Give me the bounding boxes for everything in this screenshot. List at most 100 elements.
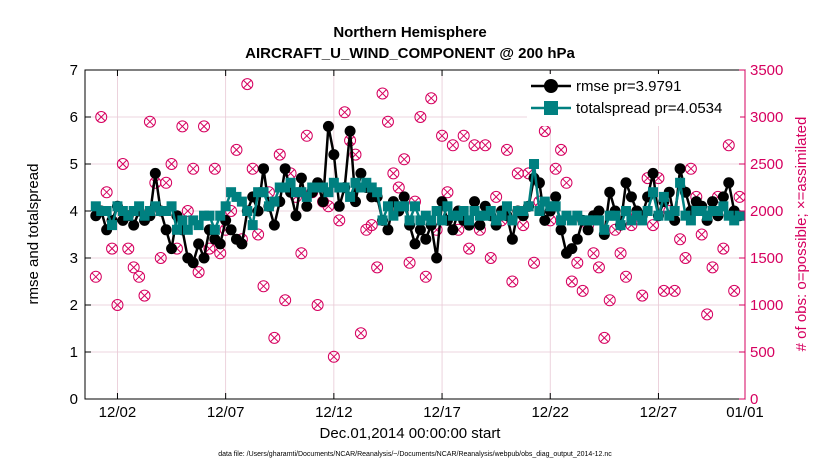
y-axis-label-right: # of obs: o=possible; ×=assimilated	[793, 117, 810, 352]
totalspread-point	[117, 206, 128, 216]
obs-count-marker	[636, 289, 649, 302]
obs-possible-circle	[592, 261, 605, 274]
obs-assimilated-cross	[540, 126, 550, 136]
totalspread-point	[274, 182, 285, 193]
obs-assimilated-cross	[275, 150, 285, 159]
obs-count-marker	[327, 350, 340, 363]
obs-assimilated-cross	[389, 169, 398, 178]
obs-assimilated-cross	[702, 310, 712, 319]
obs-possible-circle	[257, 280, 270, 293]
obs-assimilated-cross	[605, 295, 615, 305]
totalspread-point	[566, 215, 577, 226]
totalspread-point	[556, 215, 567, 226]
y-tick-label-right: 2000	[750, 203, 783, 220]
totalspread-point	[388, 210, 399, 221]
obs-count-marker	[560, 176, 573, 189]
obs-possible-circle	[338, 106, 351, 119]
totalspread-point	[610, 210, 621, 221]
totalspread-point	[523, 201, 534, 212]
x-axis-label: Dec.01,2014 00:00:00 start	[320, 425, 502, 442]
obs-assimilated-cross	[118, 159, 128, 169]
totalspread-point	[702, 210, 713, 221]
totalspread-point	[669, 206, 680, 216]
totalspread-point	[253, 187, 264, 198]
obs-assimilated-cross	[140, 291, 149, 300]
obs-count-marker	[338, 106, 351, 119]
obs-possible-circle	[187, 162, 200, 175]
obs-assimilated-cross	[735, 192, 744, 202]
totalspread-point	[626, 215, 637, 226]
obs-assimilated-cross	[96, 112, 106, 122]
obs-possible-circle	[181, 205, 194, 217]
obs-count-marker	[717, 242, 730, 255]
obs-possible-circle	[446, 139, 459, 152]
totalspread-point	[723, 210, 734, 221]
obs-assimilated-cross	[367, 220, 377, 230]
obs-possible-circle	[722, 139, 735, 152]
obs-assimilated-cross	[464, 244, 474, 253]
totalspread-point	[572, 210, 583, 221]
rmse-point	[539, 214, 551, 226]
totalspread-point	[431, 206, 442, 216]
obs-possible-circle	[116, 158, 129, 170]
obs-count-marker	[208, 162, 221, 175]
obs-assimilated-cross	[724, 140, 734, 150]
obs-possible-circle	[717, 242, 730, 255]
legend-label: totalspread pr=4.0534	[576, 100, 722, 117]
totalspread-point	[188, 215, 199, 226]
totalspread-point	[561, 210, 572, 221]
obs-assimilated-cross	[675, 234, 685, 244]
obs-count-marker	[484, 252, 497, 264]
totalspread-point	[437, 215, 448, 226]
obs-possible-circle	[365, 219, 378, 232]
obs-possible-circle	[138, 289, 151, 302]
obs-possible-circle	[490, 190, 503, 203]
x-tick-label: 12/02	[99, 404, 137, 421]
totalspread-point	[415, 215, 426, 226]
obs-assimilated-cross	[686, 164, 696, 174]
totalspread-point	[334, 182, 345, 193]
obs-count-marker	[165, 158, 178, 170]
totalspread-point	[301, 191, 312, 202]
totalspread-point	[242, 206, 253, 216]
rmse-point	[290, 210, 302, 222]
obs-count-marker	[728, 284, 741, 297]
chart-subtitle: AIRCRAFT_U_WIND_COMPONENT @ 200 hPa	[245, 45, 575, 62]
totalspread-point	[372, 187, 383, 198]
obs-assimilated-cross	[340, 107, 350, 117]
obs-assimilated-cross	[654, 173, 663, 183]
obs-assimilated-cross	[405, 258, 414, 268]
obs-assimilated-cross	[161, 178, 171, 188]
totalspread-point	[215, 210, 226, 221]
obs-possible-circle	[528, 256, 541, 269]
obs-count-marker	[365, 219, 378, 232]
rmse-point	[620, 177, 632, 189]
obs-count-marker	[679, 252, 692, 264]
totalspread-point	[464, 215, 475, 226]
totalspread-point	[399, 201, 410, 212]
obs-possible-circle	[636, 289, 649, 302]
obs-possible-circle	[484, 252, 497, 264]
obs-assimilated-cross	[578, 286, 588, 296]
obs-assimilated-cross	[589, 248, 598, 258]
rmse-point	[193, 238, 205, 250]
totalspread-point	[263, 201, 274, 212]
obs-possible-circle	[192, 266, 205, 279]
obs-count-marker	[490, 190, 503, 203]
totalspread-point	[410, 201, 420, 212]
totalspread-point	[577, 215, 588, 226]
rmse-point	[333, 200, 345, 212]
legend-label: rmse pr=3.9791	[576, 78, 681, 95]
obs-count-marker	[138, 289, 151, 302]
obs-assimilated-cross	[102, 187, 111, 197]
obs-possible-circle	[560, 176, 573, 189]
totalspread-point	[144, 206, 155, 216]
obs-possible-circle	[441, 186, 454, 199]
axis-ticks: 12/02 12/07 12/12 12/17 12/22 12/27 01/0101234…	[70, 62, 784, 421]
rmse-point	[414, 224, 426, 236]
obs-possible-circle	[403, 256, 416, 269]
x-tick-label: 12/17	[423, 404, 461, 421]
obs-possible-circle	[127, 261, 140, 274]
totalspread-point	[648, 187, 659, 198]
